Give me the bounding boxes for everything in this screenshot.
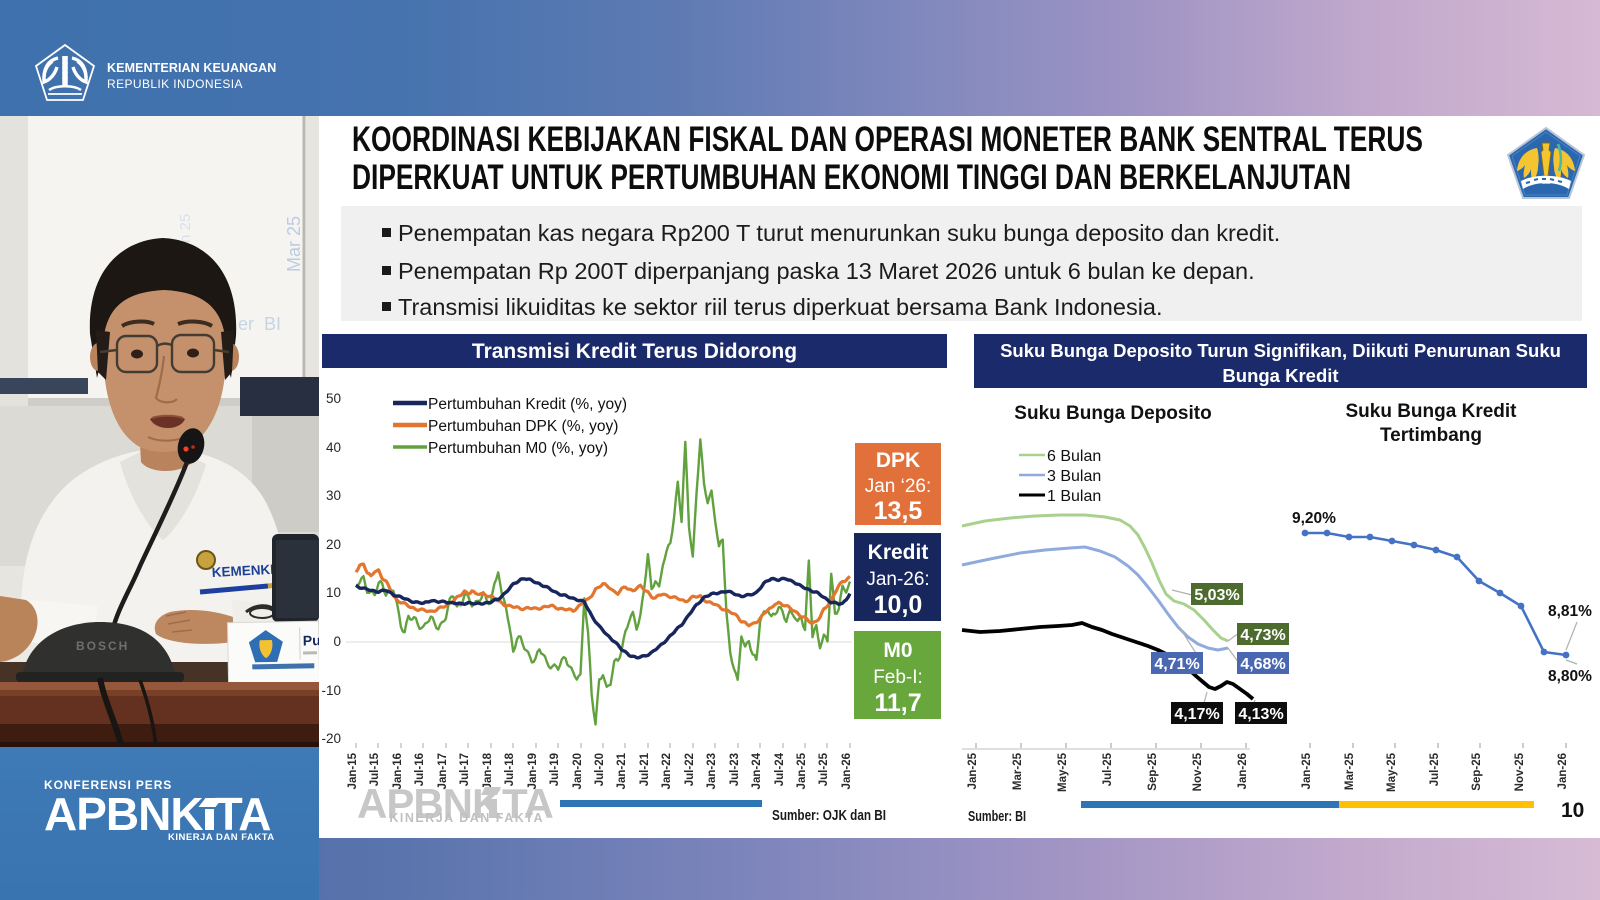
svg-text:Jul-23: Jul-23 <box>729 753 741 786</box>
svg-text:Jul-25: Jul-25 <box>1102 752 1114 786</box>
svg-text:Feb-I:: Feb-I: <box>873 667 923 688</box>
svg-text:8,80%: 8,80% <box>1548 668 1592 685</box>
svg-text:Pertumbuhan DPK (%, yoy): Pertumbuhan DPK (%, yoy) <box>428 418 618 435</box>
svg-text:10: 10 <box>326 585 341 600</box>
svg-text:Jul-20: Jul-20 <box>594 753 606 786</box>
svg-text:Kredit: Kredit <box>868 541 929 564</box>
svg-text:1 Bulan: 1 Bulan <box>1047 488 1101 505</box>
svg-text:Pertumbuhan M0 (%, yoy): Pertumbuhan M0 (%, yoy) <box>428 440 608 457</box>
svg-text:Jan-26: Jan-26 <box>841 753 853 789</box>
svg-text:Jan-26: Jan-26 <box>1237 753 1249 789</box>
svg-text:50: 50 <box>326 391 341 406</box>
svg-text:Jan-24: Jan-24 <box>751 752 763 789</box>
svg-text:Pertumbuhan Kredit (%, yoy): Pertumbuhan Kredit (%, yoy) <box>428 396 627 413</box>
svg-text:Sumber: OJK dan BI: Sumber: OJK dan BI <box>772 808 886 824</box>
svg-text:Jul-19: Jul-19 <box>549 753 561 786</box>
svg-text:Jul-16: Jul-16 <box>414 753 426 786</box>
svg-text:BOSCH: BOSCH <box>76 639 129 653</box>
svg-text:9,20%: 9,20% <box>1292 510 1336 527</box>
svg-text:Nov-25: Nov-25 <box>1192 752 1204 791</box>
svg-text:M0: M0 <box>883 639 912 662</box>
svg-text:Jan-26: Jan-26 <box>1557 753 1569 789</box>
svg-text:Jan ‘26:: Jan ‘26: <box>865 476 932 497</box>
svg-text:Jan-17: Jan-17 <box>437 753 449 789</box>
svg-text:13,5: 13,5 <box>874 497 923 525</box>
svg-text:6 Bulan: 6 Bulan <box>1047 448 1101 465</box>
svg-text:REPUBLIK INDONESIA: REPUBLIK INDONESIA <box>107 77 243 91</box>
svg-text:n 25: n 25 <box>177 214 194 243</box>
svg-text:Jul-24: Jul-24 <box>774 752 786 786</box>
svg-text:TA: TA <box>502 780 554 827</box>
svg-text:Jul-17: Jul-17 <box>459 753 471 786</box>
svg-text:30: 30 <box>326 488 341 503</box>
svg-text:Jul-25: Jul-25 <box>1429 752 1441 786</box>
svg-text:APBNK: APBNK <box>357 780 502 827</box>
svg-text:Sep-25: Sep-25 <box>1471 752 1483 790</box>
svg-text:Jan-25: Jan-25 <box>1301 752 1313 789</box>
svg-text:DPK: DPK <box>876 449 920 472</box>
svg-text:Sumber: BI: Sumber: BI <box>968 809 1026 825</box>
svg-text:5,03%: 5,03% <box>1194 587 1239 604</box>
svg-text:Pu: Pu <box>303 632 319 648</box>
svg-text:Jan-25: Jan-25 <box>796 752 808 789</box>
svg-text:-10: -10 <box>321 683 341 698</box>
svg-text:10,0: 10,0 <box>874 591 923 619</box>
svg-text:Suku Bunga Deposito: Suku Bunga Deposito <box>1014 403 1211 424</box>
svg-text:Sep-25: Sep-25 <box>1147 752 1159 790</box>
svg-text:Jul-18: Jul-18 <box>504 752 516 786</box>
svg-text:May-25: May-25 <box>1386 752 1398 792</box>
svg-text:KINERJA DAN FAKTA: KINERJA DAN FAKTA <box>389 811 544 825</box>
svg-text:4,13%: 4,13% <box>1238 706 1283 723</box>
svg-text:Jul-15: Jul-15 <box>369 752 381 786</box>
svg-text:Jan-26:: Jan-26: <box>866 569 929 590</box>
svg-text:Jan-25: Jan-25 <box>967 752 979 789</box>
svg-text:Nov-25: Nov-25 <box>1514 752 1526 791</box>
svg-text:10: 10 <box>1561 799 1584 822</box>
svg-text:Jan-15: Jan-15 <box>347 752 359 789</box>
svg-text:4,17%: 4,17% <box>1174 706 1219 723</box>
svg-text:KEMENKEU: KEMENKEU <box>211 561 289 580</box>
svg-text:Jan-16: Jan-16 <box>392 753 404 789</box>
svg-text:Jan-22: Jan-22 <box>661 753 673 789</box>
svg-text:3 Bulan: 3 Bulan <box>1047 468 1101 485</box>
svg-text:Jan-21: Jan-21 <box>616 752 628 789</box>
svg-text:40: 40 <box>326 440 341 455</box>
svg-text:Jan-20: Jan-20 <box>572 753 584 789</box>
svg-text:-20: -20 <box>321 731 341 746</box>
svg-text:Mar-25: Mar-25 <box>1012 752 1024 790</box>
svg-text:KEMENTERIAN KEUANGAN: KEMENTERIAN KEUANGAN <box>107 61 276 75</box>
svg-text:Jan-19: Jan-19 <box>527 753 539 789</box>
svg-text:Mar 25: Mar 25 <box>284 216 304 272</box>
svg-text:0: 0 <box>333 634 341 649</box>
svg-text:4,68%: 4,68% <box>1240 656 1285 673</box>
svg-text:Jan-18: Jan-18 <box>482 752 494 789</box>
svg-text:Jul-21: Jul-21 <box>639 752 651 786</box>
svg-text:er BI: er BI <box>238 314 281 334</box>
svg-text:20: 20 <box>326 537 341 552</box>
svg-text:Mar-25: Mar-25 <box>1344 752 1356 790</box>
svg-text:Tertimbang: Tertimbang <box>1380 425 1482 446</box>
svg-text:Suku Bunga Kredit: Suku Bunga Kredit <box>1345 401 1517 422</box>
svg-text:May-25: May-25 <box>1057 752 1069 792</box>
svg-text:4,71%: 4,71% <box>1154 656 1199 673</box>
svg-text:Jul-25: Jul-25 <box>818 752 830 786</box>
svg-text:11,7: 11,7 <box>874 689 921 717</box>
svg-text:4,73%: 4,73% <box>1240 627 1285 644</box>
svg-text:8,81%: 8,81% <box>1548 603 1592 620</box>
svg-text:Jan-23: Jan-23 <box>706 753 718 789</box>
svg-text:Jul-22: Jul-22 <box>684 753 696 786</box>
